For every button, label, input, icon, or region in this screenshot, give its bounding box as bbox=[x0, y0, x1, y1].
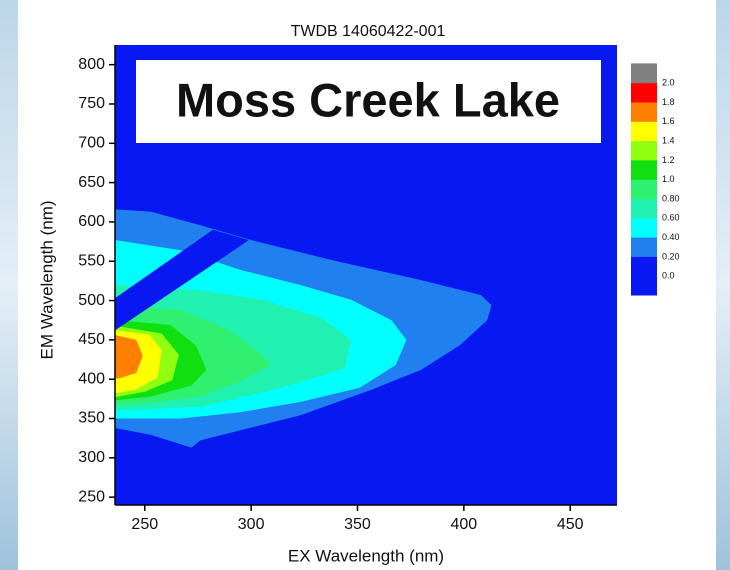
y-tick-label: 350 bbox=[78, 410, 105, 427]
colorbar-band bbox=[631, 140, 657, 161]
colorbar-band bbox=[631, 159, 657, 180]
colorbar-band bbox=[631, 256, 657, 277]
y-tick-label: 400 bbox=[78, 370, 105, 387]
y-axis-label: EM Wavelength (nm) bbox=[37, 200, 56, 359]
y-tick-label: 600 bbox=[78, 213, 105, 230]
colorbar-band bbox=[631, 198, 657, 219]
axes: 250 300 350 400 450 250 300 350 400 450 500 550 600 6… bbox=[78, 45, 617, 533]
colorbar-label: 0.20 bbox=[662, 251, 680, 261]
y-tick-label: 500 bbox=[78, 292, 105, 309]
y-tick-label: 550 bbox=[78, 252, 105, 269]
x-tick-label: 400 bbox=[450, 516, 477, 533]
colorbar-label: 1.2 bbox=[662, 155, 675, 165]
colorbar-band bbox=[631, 63, 657, 84]
colorbar-label: 1.6 bbox=[662, 116, 675, 126]
x-tick-label: 250 bbox=[131, 516, 158, 533]
contour-region bbox=[115, 335, 143, 379]
y-tick-label: 250 bbox=[78, 488, 105, 505]
colorbar-label: 0.0 bbox=[662, 271, 675, 281]
x-axis-label: EX Wavelength (nm) bbox=[288, 546, 444, 565]
annotation-box bbox=[136, 60, 601, 143]
scatter-mask bbox=[115, 229, 250, 331]
colorbar-label: 0.40 bbox=[662, 232, 680, 242]
x-tick-label: 300 bbox=[238, 516, 265, 533]
colorbar-band bbox=[631, 275, 657, 296]
y-tick-label: 750 bbox=[78, 95, 105, 112]
colorbar-band bbox=[631, 237, 657, 257]
chart-title: TWDB 14060422-001 bbox=[291, 23, 446, 40]
x-tick-label: 350 bbox=[344, 516, 371, 533]
colorbar-label: 2.0 bbox=[662, 78, 675, 88]
colorbar-band bbox=[631, 102, 657, 122]
colorbar-band bbox=[631, 82, 657, 103]
y-tick-label: 800 bbox=[78, 56, 105, 73]
colorbar-label: 1.0 bbox=[662, 174, 675, 184]
y-tick-label: 650 bbox=[78, 174, 105, 191]
colorbar-band bbox=[631, 121, 657, 142]
colorbar-band bbox=[631, 179, 657, 199]
y-tick-label: 700 bbox=[78, 135, 105, 152]
colorbar-label: 1.8 bbox=[662, 97, 675, 107]
y-tick-label: 300 bbox=[78, 449, 105, 466]
annotation: Moss Creek Lake bbox=[176, 73, 560, 126]
y-tick-label: 450 bbox=[78, 331, 105, 348]
colorbar-label: 1.4 bbox=[662, 135, 675, 145]
colorbar-label: 0.60 bbox=[662, 213, 680, 223]
colorbar-label: 0.80 bbox=[662, 193, 680, 203]
colorbar-band bbox=[631, 217, 657, 238]
x-tick-label: 450 bbox=[557, 516, 584, 533]
